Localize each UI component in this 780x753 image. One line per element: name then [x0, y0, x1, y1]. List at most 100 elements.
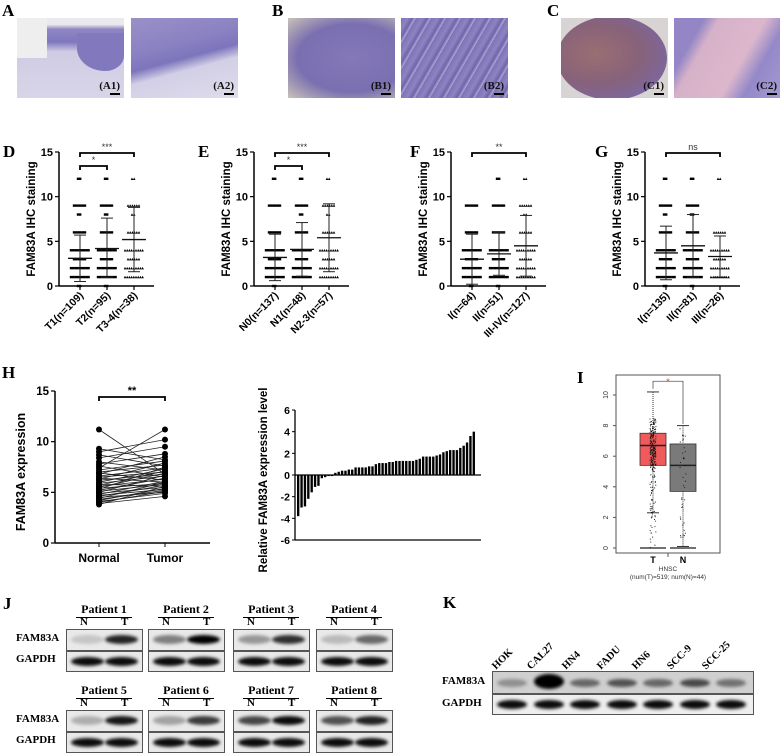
cell-line-label: CAL27 [525, 641, 557, 672]
panel-label-C: C [547, 1, 560, 20]
fam83a-blot [492, 671, 754, 694]
bar [405, 460, 408, 475]
bar [303, 475, 307, 507]
svg-text:10: 10 [603, 391, 610, 399]
bar [428, 456, 432, 475]
svg-text:15: 15 [627, 147, 639, 159]
western-blot-patients: Patient 1 N T Patient 2 N T Patient 3 N T Patient… [0, 585, 430, 753]
svg-text:HNSC: HNSC [659, 566, 678, 573]
lane-label: T [288, 697, 296, 709]
paired-expression-plot: 0 5 10 15 FAM83A expression Normal Tumor ** [14, 385, 210, 565]
gapdh-blot [316, 732, 393, 753]
fam83a-blot [66, 710, 143, 732]
lane-label: N [80, 697, 88, 709]
panel-label-F: F [410, 142, 421, 161]
gapdh-blot [148, 732, 225, 753]
svg-text:0: 0 [633, 281, 639, 293]
svg-text:(num(T)=519; num(N)=44): (num(T)=519; num(N)=44) [630, 574, 706, 581]
bar [381, 463, 384, 475]
svg-text:4: 4 [603, 485, 610, 489]
bar [448, 450, 452, 475]
svg-text:T: T [650, 555, 656, 565]
bar [469, 436, 472, 475]
patient-title: Patient 4 [326, 602, 382, 618]
lane-label: T [121, 616, 129, 628]
micrograph-label: (C2) [756, 80, 777, 92]
lane-label: N [162, 697, 170, 709]
scale-bar [654, 93, 664, 95]
panel-label-K: K [443, 593, 457, 612]
gapdh-blot [148, 651, 225, 672]
row-label-fam83a: FAM83A [16, 632, 60, 644]
svg-text:5: 5 [43, 487, 50, 499]
gapdh-blot [233, 651, 310, 672]
bar [367, 466, 371, 475]
panel-label-A: A [2, 1, 15, 20]
bar [300, 475, 303, 508]
patient-title: Patient 7 [243, 683, 299, 699]
bar [391, 462, 394, 475]
svg-text:N: N [680, 555, 687, 565]
lane-label: T [371, 616, 379, 628]
bar [374, 464, 378, 475]
micrograph-label: (B2) [483, 80, 504, 92]
patient-title: Patient 1 [76, 602, 132, 618]
micrograph-label: (C1) [643, 80, 664, 92]
micrograph-label: (A1) [99, 80, 120, 92]
significance-label: * [287, 155, 291, 165]
bar [438, 454, 442, 475]
svg-text:10: 10 [433, 192, 445, 204]
bar [327, 475, 330, 477]
scale-bar [224, 93, 234, 95]
bar [317, 475, 320, 486]
bar [361, 467, 364, 475]
y-axis-label: FAM83A IHC staining [26, 161, 38, 276]
bar [408, 460, 411, 475]
svg-text:Relative FAM83A expression lev: Relative FAM83A expression level [258, 388, 270, 573]
bar [347, 469, 351, 475]
svg-text:*: * [666, 377, 670, 387]
bar [384, 463, 388, 475]
western-blot-cell-lines: HOK CAL27 HN4 FADU HN6 SCC-9 SCC-25 FAM83A GAPDH [430, 585, 780, 753]
significance-label: *** [297, 142, 308, 152]
bar [401, 460, 405, 475]
svg-text:FAM83A expression: FAM83A expression [14, 413, 28, 531]
bar [421, 456, 425, 475]
svg-text:-4: -4 [281, 513, 290, 525]
bar [459, 447, 462, 475]
svg-text:2: 2 [603, 515, 610, 519]
svg-text:15: 15 [41, 147, 53, 159]
bar [472, 431, 475, 475]
bar [307, 475, 310, 499]
svg-text:Tumor: Tumor [147, 551, 184, 565]
svg-text:10: 10 [41, 192, 53, 204]
bar [337, 471, 340, 475]
svg-text:5: 5 [633, 236, 639, 248]
row-label-fam83a: FAM83A [16, 713, 60, 725]
micrograph-B1: (B1) [288, 18, 395, 98]
fam83a-blot [148, 629, 225, 651]
bar [340, 470, 344, 475]
svg-text:**: ** [128, 385, 137, 397]
fam83a-blot [316, 629, 393, 651]
fam83a-blot [233, 629, 310, 651]
row-label-fam83a: FAM83A [442, 675, 486, 687]
bar [435, 455, 438, 475]
micrograph-A2: (A2) [131, 18, 238, 98]
lane-label: N [162, 616, 170, 628]
lane-label: N [330, 616, 338, 628]
significance-label: ** [495, 142, 503, 152]
bar [465, 442, 469, 475]
fam83a-blot [148, 710, 225, 732]
gapdh-blot [316, 651, 393, 672]
patient-title: Patient 6 [158, 683, 214, 699]
cell-line-label: HN6 [630, 649, 653, 672]
x-tick-label: I(n=135) [635, 290, 672, 327]
patient-title: Patient 3 [243, 602, 299, 618]
svg-text:5: 5 [439, 236, 445, 248]
micrograph-C2: (C2) [674, 18, 780, 98]
bar [388, 462, 391, 475]
svg-text:10: 10 [236, 192, 248, 204]
